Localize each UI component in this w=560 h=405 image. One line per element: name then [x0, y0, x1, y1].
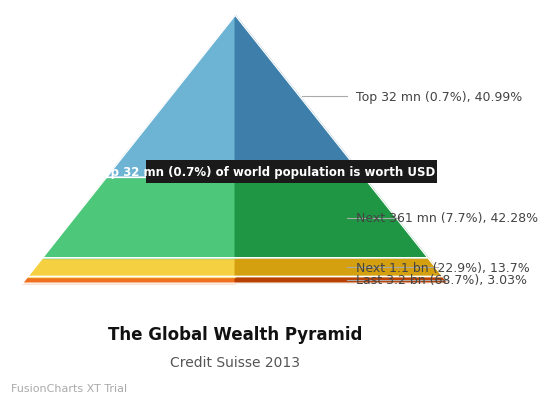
Text: Credit Suisse 2013: Credit Suisse 2013 [170, 356, 300, 369]
Polygon shape [43, 178, 235, 258]
Polygon shape [235, 258, 442, 277]
Polygon shape [22, 277, 235, 284]
Polygon shape [106, 16, 235, 178]
Text: FusionCharts XT Trial: FusionCharts XT Trial [11, 383, 127, 393]
Text: Top 32 mn (0.7%) of world population is worth USD 98.7 tn: Top 32 mn (0.7%) of world population is … [96, 166, 487, 179]
Text: Next 361 mn (7.7%), 42.28%: Next 361 mn (7.7%), 42.28% [356, 211, 538, 224]
FancyBboxPatch shape [146, 161, 437, 183]
Polygon shape [235, 16, 364, 178]
Polygon shape [27, 258, 235, 277]
Polygon shape [235, 178, 428, 258]
Text: The Global Wealth Pyramid: The Global Wealth Pyramid [108, 325, 362, 343]
Text: Next 1.1 bn (22.9%), 13.7%: Next 1.1 bn (22.9%), 13.7% [356, 261, 529, 274]
Text: Top 32 mn (0.7%), 40.99%: Top 32 mn (0.7%), 40.99% [356, 91, 522, 104]
Text: Last 3.2 bn (68.7%), 3.03%: Last 3.2 bn (68.7%), 3.03% [356, 274, 526, 287]
Polygon shape [235, 277, 448, 284]
